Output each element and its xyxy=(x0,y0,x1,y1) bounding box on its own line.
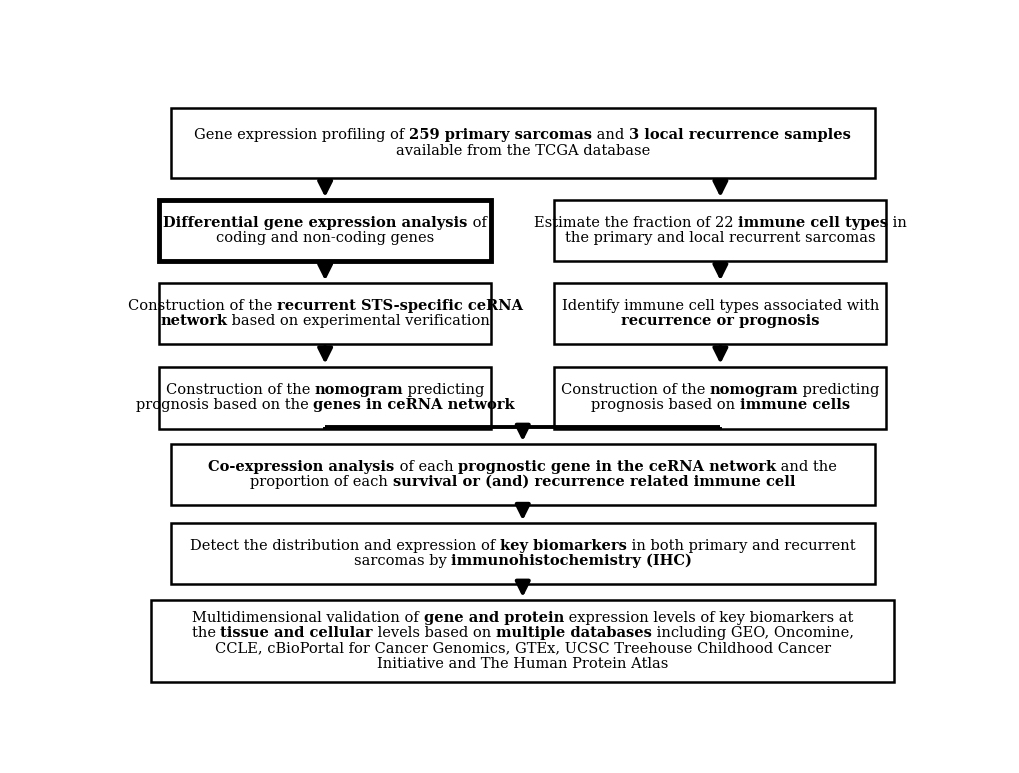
Text: 259 primary sarcomas: 259 primary sarcomas xyxy=(409,128,592,142)
Text: genes in ceRNA network: genes in ceRNA network xyxy=(313,398,515,412)
Text: immune cell types: immune cell types xyxy=(738,216,888,230)
Text: 3 local recurrence samples: 3 local recurrence samples xyxy=(629,128,850,142)
Text: of: of xyxy=(468,216,486,230)
Text: tissue and cellular: tissue and cellular xyxy=(220,626,373,640)
Text: survival or (and) recurrence related immune cell: survival or (and) recurrence related imm… xyxy=(392,475,795,489)
Text: Estimate the fraction of 22: Estimate the fraction of 22 xyxy=(533,216,738,230)
Text: in both primary and recurrent: in both primary and recurrent xyxy=(627,539,855,553)
Text: network: network xyxy=(160,314,227,329)
Text: CCLE, cBioPortal for Cancer Genomics, GTEx, UCSC Treehouse Childhood Cancer: CCLE, cBioPortal for Cancer Genomics, GT… xyxy=(214,642,830,656)
FancyBboxPatch shape xyxy=(159,366,491,429)
Text: Multidimensional validation of: Multidimensional validation of xyxy=(192,611,423,625)
Text: prognosis based on the: prognosis based on the xyxy=(136,398,313,412)
Text: nomogram: nomogram xyxy=(709,383,798,397)
Text: including GEO, Oncomine,: including GEO, Oncomine, xyxy=(651,626,853,640)
Text: key biomarkers: key biomarkers xyxy=(499,539,627,553)
Text: the primary and local recurrent sarcomas: the primary and local recurrent sarcomas xyxy=(565,231,875,245)
Text: predicting: predicting xyxy=(403,383,484,397)
Text: Initiative and The Human Protein Atlas: Initiative and The Human Protein Atlas xyxy=(377,657,667,671)
Text: sarcomas by: sarcomas by xyxy=(354,554,450,568)
Text: and: and xyxy=(592,128,629,142)
Text: recurrence or prognosis: recurrence or prognosis xyxy=(621,314,819,329)
Text: and the: and the xyxy=(775,460,837,474)
FancyBboxPatch shape xyxy=(554,283,886,344)
Text: gene and protein: gene and protein xyxy=(423,611,564,625)
FancyBboxPatch shape xyxy=(554,366,886,429)
FancyBboxPatch shape xyxy=(159,283,491,344)
Text: of each: of each xyxy=(394,460,458,474)
Text: Construction of the: Construction of the xyxy=(560,383,709,397)
Text: Detect the distribution and expression of: Detect the distribution and expression o… xyxy=(190,539,499,553)
Text: Identify immune cell types associated with: Identify immune cell types associated wi… xyxy=(561,299,878,313)
Text: Co-expression analysis: Co-expression analysis xyxy=(208,460,394,474)
FancyBboxPatch shape xyxy=(171,523,873,584)
Text: levels based on: levels based on xyxy=(373,626,495,640)
Text: nomogram: nomogram xyxy=(314,383,403,397)
Text: proportion of each: proportion of each xyxy=(250,475,392,489)
Text: in: in xyxy=(888,216,906,230)
FancyBboxPatch shape xyxy=(171,107,873,179)
FancyBboxPatch shape xyxy=(171,444,873,505)
Text: predicting: predicting xyxy=(798,383,879,397)
Text: coding and non-coding genes: coding and non-coding genes xyxy=(216,231,434,245)
Text: Differential gene expression analysis: Differential gene expression analysis xyxy=(163,216,468,230)
Text: based on experimental verification: based on experimental verification xyxy=(227,314,489,329)
Text: Gene expression profiling of: Gene expression profiling of xyxy=(195,128,409,142)
Text: immunohistochemistry (IHC): immunohistochemistry (IHC) xyxy=(450,553,691,568)
Text: immune cells: immune cells xyxy=(739,398,849,412)
Text: Construction of the: Construction of the xyxy=(165,383,314,397)
Text: prognosis based on: prognosis based on xyxy=(590,398,739,412)
Text: available from the TCGA database: available from the TCGA database xyxy=(395,144,649,158)
Text: prognostic gene in the ceRNA network: prognostic gene in the ceRNA network xyxy=(458,460,775,474)
Text: recurrent STS-specific ceRNA: recurrent STS-specific ceRNA xyxy=(276,299,522,313)
Text: the: the xyxy=(192,626,220,640)
FancyBboxPatch shape xyxy=(159,200,491,261)
Text: expression levels of key biomarkers at: expression levels of key biomarkers at xyxy=(564,611,853,625)
FancyBboxPatch shape xyxy=(151,600,894,682)
Text: Construction of the: Construction of the xyxy=(127,299,276,313)
Text: multiple databases: multiple databases xyxy=(495,626,651,640)
FancyBboxPatch shape xyxy=(554,200,886,261)
